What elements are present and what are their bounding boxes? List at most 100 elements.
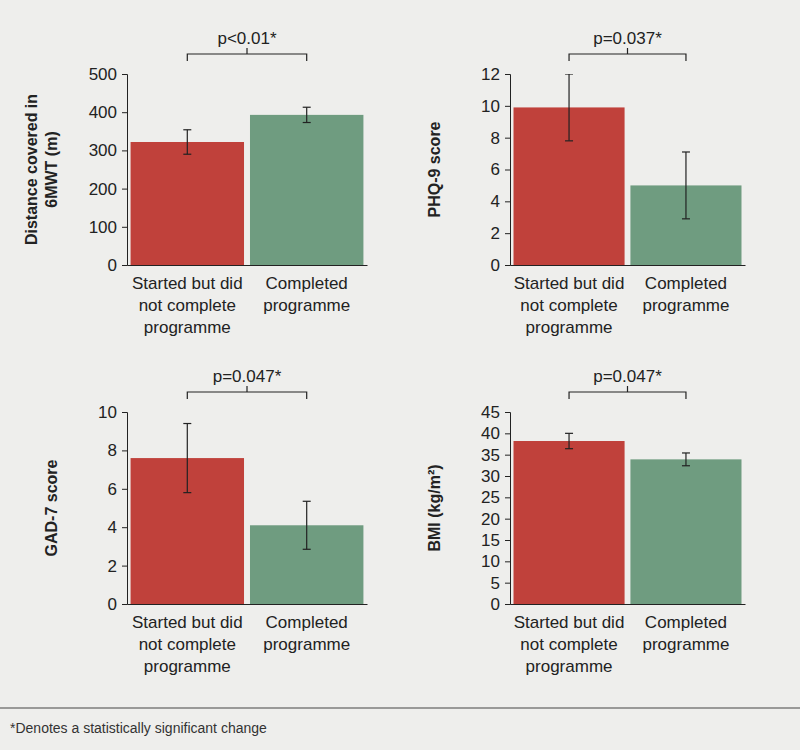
annotation: p<0.01* bbox=[217, 29, 276, 48]
error-stem bbox=[568, 433, 569, 448]
error-stem bbox=[306, 501, 307, 549]
tick-label: 10 bbox=[481, 97, 500, 116]
tick: 10 bbox=[481, 97, 510, 116]
error-cap bbox=[303, 501, 311, 502]
y-axis: 0246810 bbox=[98, 403, 127, 614]
tick: 2 bbox=[491, 224, 510, 243]
footnote: *Denotes a statistically significant cha… bbox=[10, 720, 267, 736]
tick-label: 5 bbox=[491, 574, 500, 593]
tick: 6 bbox=[108, 480, 127, 499]
error-cap bbox=[303, 107, 311, 108]
tick-label: 10 bbox=[481, 552, 500, 571]
axis-line bbox=[511, 265, 746, 266]
annotation: p=0.047* bbox=[213, 367, 282, 386]
tick-label: 12 bbox=[481, 65, 500, 84]
significance-bracket bbox=[187, 386, 306, 399]
category-label: Completedprogramme bbox=[642, 274, 729, 315]
tick: 200 bbox=[89, 180, 127, 199]
tick-mark bbox=[505, 604, 510, 605]
x-axis: Started but didnot completeprogramme Comp… bbox=[128, 266, 368, 338]
axis-title: PHQ-9 score bbox=[426, 121, 443, 217]
error-cap bbox=[682, 465, 690, 466]
axis-title: Distance covered in6MWT (m) bbox=[23, 94, 60, 245]
tick-mark bbox=[505, 138, 510, 139]
tick-label: 2 bbox=[491, 224, 500, 243]
tick-label: 0 bbox=[491, 256, 500, 275]
error-bar bbox=[682, 453, 690, 466]
tick-label: 400 bbox=[89, 103, 117, 122]
figure: 0100200300400500Started but didnot compl… bbox=[0, 0, 800, 750]
category-label: Started but didnot completeprogramme bbox=[514, 613, 625, 676]
tick: 0 bbox=[491, 256, 510, 275]
tick: 4 bbox=[491, 192, 510, 211]
category-label: Completedprogramme bbox=[263, 274, 350, 315]
error-cap bbox=[303, 122, 311, 123]
tick-label: 4 bbox=[491, 192, 500, 211]
tick-mark bbox=[505, 412, 510, 413]
tick: 0 bbox=[108, 256, 127, 275]
significance-bracket bbox=[187, 48, 306, 61]
tick-mark bbox=[505, 476, 510, 477]
axis-title: BMI (kg/m²) bbox=[426, 464, 443, 551]
error-cap bbox=[565, 448, 573, 449]
bar bbox=[131, 142, 244, 265]
tick: 25 bbox=[481, 488, 510, 507]
tick-label: 8 bbox=[491, 129, 500, 148]
tick-mark bbox=[505, 265, 510, 266]
tick-mark bbox=[122, 227, 127, 228]
tick-mark bbox=[122, 450, 127, 451]
tick-mark bbox=[122, 74, 127, 75]
axis-line bbox=[122, 75, 128, 266]
plot-area bbox=[514, 433, 742, 604]
tick: 45 bbox=[481, 403, 510, 422]
bar bbox=[514, 441, 625, 604]
tick: 2 bbox=[108, 557, 127, 576]
tick-mark bbox=[505, 540, 510, 541]
error-cap bbox=[682, 218, 690, 219]
tick: 0 bbox=[491, 595, 510, 614]
tick: Completedprogramme bbox=[263, 274, 350, 315]
tick: 5 bbox=[491, 574, 510, 593]
bar bbox=[630, 459, 741, 604]
tick-label: 20 bbox=[481, 510, 500, 529]
tick-mark bbox=[505, 561, 510, 562]
tick: Started but didnot completeprogramme bbox=[514, 274, 625, 337]
tick-mark bbox=[122, 604, 127, 605]
plot-area bbox=[131, 107, 364, 265]
error-bar bbox=[183, 424, 191, 493]
y-axis: 0 2 4 6 8 10 12 bbox=[481, 65, 510, 275]
tick-mark bbox=[122, 527, 127, 528]
tick: 4 bbox=[108, 518, 127, 537]
tick-mark bbox=[122, 566, 127, 567]
tick: Started but didnot completeprogramme bbox=[132, 274, 243, 337]
tick: Completedprogramme bbox=[642, 274, 729, 315]
error-bar bbox=[565, 74, 573, 141]
error-cap bbox=[565, 140, 573, 141]
error-bar bbox=[303, 107, 311, 122]
bracket-line bbox=[187, 48, 306, 61]
error-stem bbox=[685, 152, 686, 219]
x-axis: Started but didnot completeprogramme Comp… bbox=[511, 266, 746, 338]
error-bar bbox=[303, 501, 311, 549]
axis-line bbox=[511, 604, 746, 605]
category-label: Completedprogramme bbox=[263, 613, 350, 654]
annotation: p=0.047* bbox=[593, 367, 662, 386]
tick-label: 15 bbox=[481, 531, 500, 550]
tick-mark bbox=[122, 112, 127, 113]
y-axis: 051015202530354045 bbox=[481, 403, 510, 614]
error-stem bbox=[187, 424, 188, 493]
tick-label: 300 bbox=[89, 141, 117, 160]
tick-label: 200 bbox=[89, 180, 117, 199]
error-cap bbox=[682, 151, 690, 152]
tick: 100 bbox=[89, 218, 127, 237]
axis-title: GAD-7 score bbox=[43, 459, 60, 556]
significance-bracket bbox=[569, 386, 686, 399]
error-bar bbox=[682, 152, 690, 219]
tick: 8 bbox=[108, 441, 127, 460]
error-bar bbox=[565, 433, 573, 448]
error-cap bbox=[183, 423, 191, 424]
tick: 6 bbox=[491, 160, 510, 179]
category-label: Started but didnot completeprogramme bbox=[132, 613, 243, 676]
error-stem bbox=[306, 107, 307, 122]
tick-mark bbox=[122, 150, 127, 151]
